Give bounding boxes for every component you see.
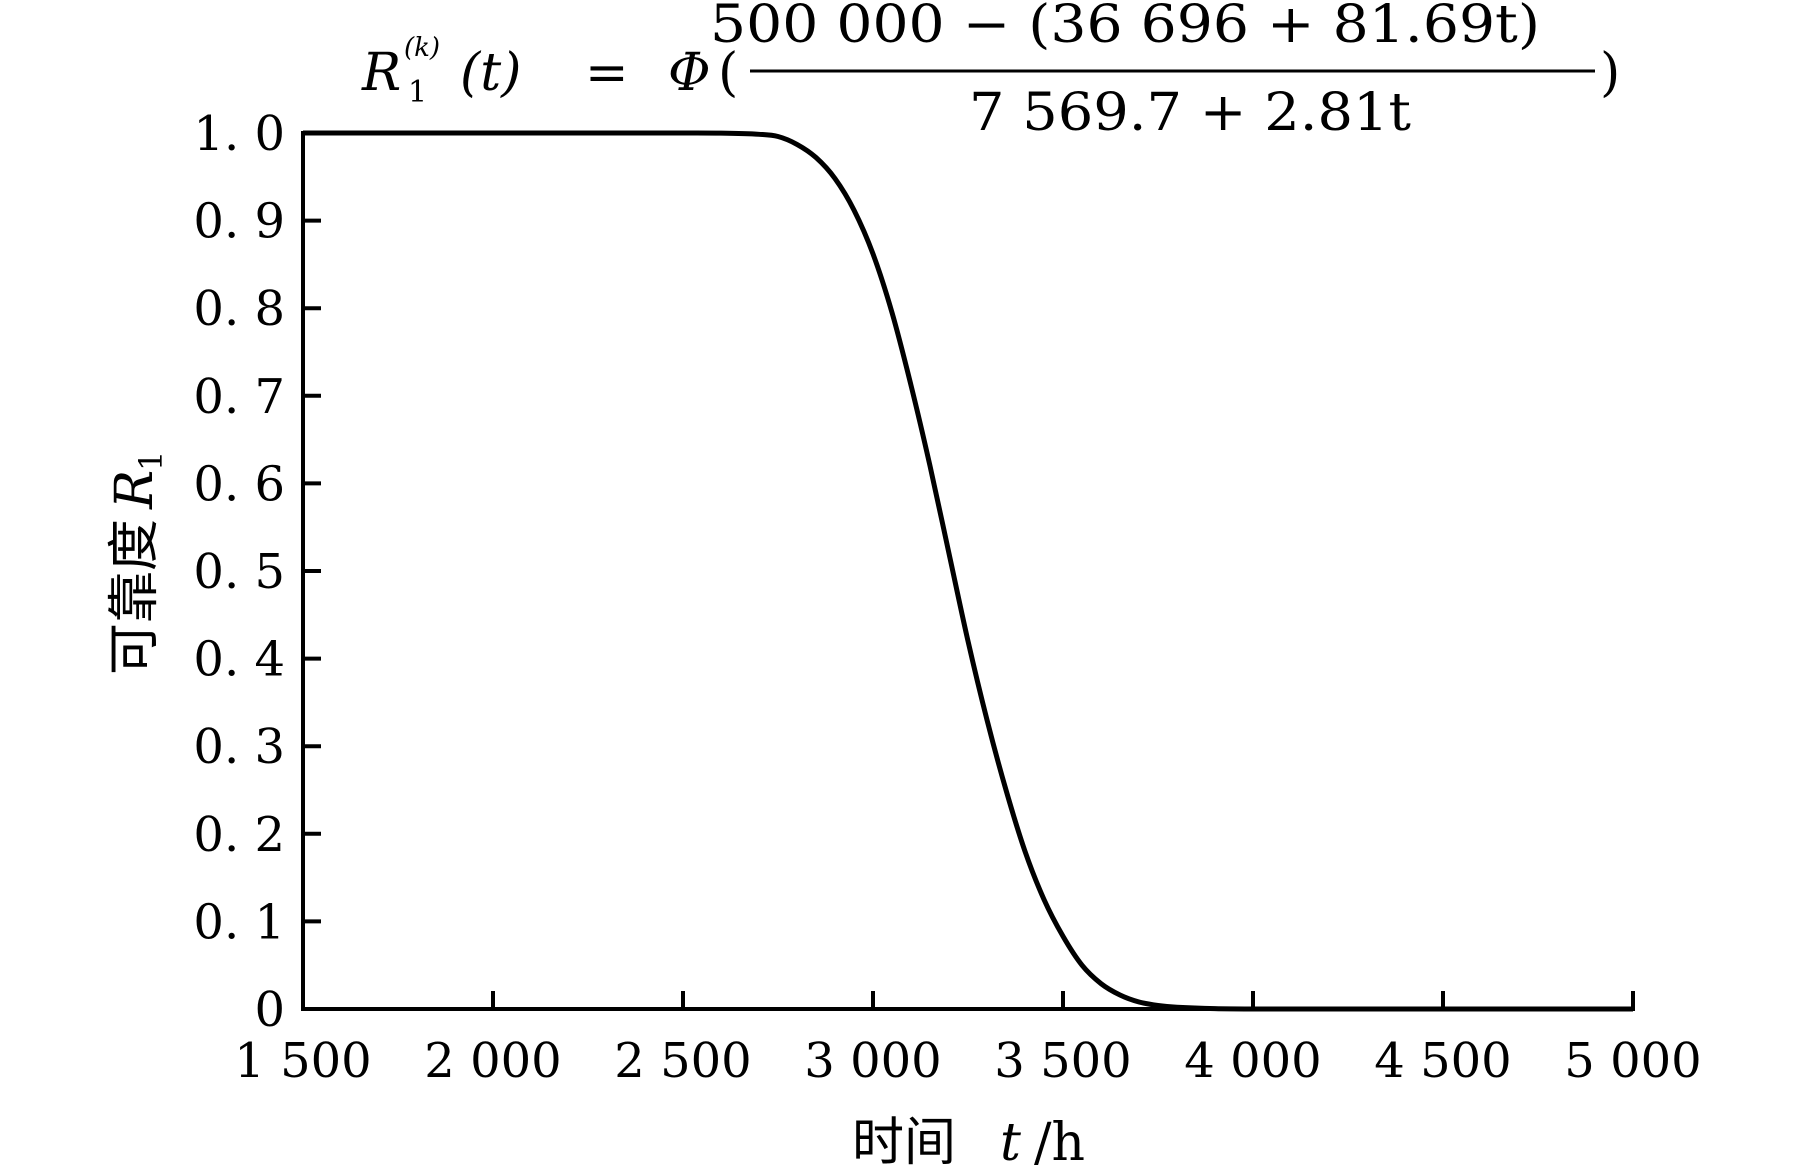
title-open-paren: ( xyxy=(718,43,738,103)
x-tick-label: 3 500 xyxy=(994,1033,1131,1089)
x-axis-label-prefix: 时间 xyxy=(852,1113,956,1171)
title-lhs-superscript: (k) xyxy=(404,33,440,63)
x-tick-label: 1 500 xyxy=(234,1033,371,1089)
title-numerator: 500 000 − (36 696 + 81.69t) xyxy=(710,0,1540,55)
title-function: Φ xyxy=(668,43,711,103)
x-tick-label: 2 500 xyxy=(614,1033,751,1089)
y-tick-label: 0 xyxy=(254,982,285,1038)
y-tick-label: 0. 3 xyxy=(193,719,285,775)
x-tick-label: 2 000 xyxy=(424,1033,561,1089)
y-tick-label: 0. 7 xyxy=(193,369,285,425)
y-axis-ticks: 0 0. 1 0. 2 0. 3 0. 4 0. 5 0. 6 0. 7 0. 8 0. 9 1. … xyxy=(193,106,321,1038)
title-close-paren: ) xyxy=(1600,43,1620,103)
x-axis-label-unit: /h xyxy=(1034,1113,1085,1171)
title-lhs-argument: (t) xyxy=(460,43,521,103)
y-axis-label-subscript: 1 xyxy=(132,451,170,471)
x-tick-label: 3 000 xyxy=(804,1033,941,1089)
x-axis-label-variable: t xyxy=(1000,1113,1021,1171)
y-tick-label: 0. 6 xyxy=(193,456,285,512)
series-line xyxy=(303,130,1633,1012)
x-tick-label: 4 000 xyxy=(1184,1033,1321,1089)
y-tick-label: 0. 4 xyxy=(193,632,285,688)
y-tick-label: 0. 8 xyxy=(193,281,285,337)
x-tick-label: 5 000 xyxy=(1564,1033,1701,1089)
y-axis-label-prefix: 可靠度 xyxy=(105,519,165,675)
y-tick-label: 1. 0 xyxy=(193,106,285,162)
y-tick-label: 0. 9 xyxy=(193,194,285,250)
x-axis-label: 时间 t /h xyxy=(852,1113,1085,1171)
series-group xyxy=(303,130,1633,1012)
title-lhs-subscript: 1 xyxy=(408,75,427,110)
y-axis-label: 可靠度 R 1 xyxy=(105,451,170,675)
title-lhs-symbol: R xyxy=(361,43,401,103)
title-denominator: 7 569.7 + 2.81t xyxy=(969,83,1411,143)
x-tick-label: 4 500 xyxy=(1374,1033,1511,1089)
title-equals: = xyxy=(585,43,629,103)
y-tick-label: 0. 2 xyxy=(193,807,285,863)
y-tick-label: 0. 5 xyxy=(193,544,285,600)
y-tick-label: 0. 1 xyxy=(193,894,285,950)
y-axis-label-symbol: R xyxy=(105,470,165,510)
chart-title: R (k) 1 (t) = Φ ( 500 000 − (36 696 + 81… xyxy=(361,0,1620,143)
x-axis-ticks: 1 500 2 000 2 500 3 000 3 500 4 000 4 500 5 000 xyxy=(234,991,1702,1089)
